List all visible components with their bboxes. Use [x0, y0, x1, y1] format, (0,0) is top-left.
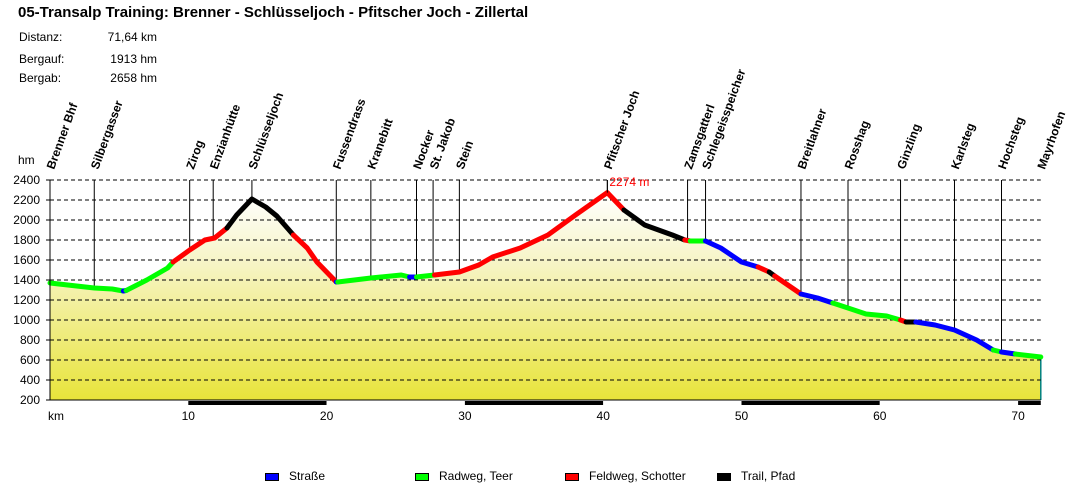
- waypoint-label: Stein: [453, 139, 476, 171]
- waypoint-label: Hochsteg: [995, 115, 1027, 171]
- x-tick-label: 20: [320, 409, 334, 423]
- surface-segment: [123, 259, 176, 293]
- waypoint-label: Mayrhofen: [1034, 109, 1068, 171]
- y-tick-label: 2200: [13, 193, 40, 207]
- legend-item-radweg: Radweg, Teer: [415, 469, 513, 483]
- legend-item-feldweg: Feldweg, Schotter: [565, 469, 686, 483]
- x-scale-bar: [741, 401, 880, 405]
- x-scale-bar: [50, 401, 189, 405]
- legend-swatch-green: [415, 472, 429, 481]
- surface-segment: [47, 280, 126, 294]
- stat-ascent: Bergauf: 1913 hm: [19, 52, 157, 66]
- x-scale-bar: [603, 401, 742, 405]
- waypoint-label: Pfitscher Joch: [601, 89, 642, 172]
- chart-title: 05-Transalp Training: Brenner - Schlüsse…: [18, 4, 529, 21]
- x-scale-bar: [464, 401, 604, 405]
- waypoint-label: Rosshag: [842, 119, 872, 171]
- y-tick-label: 1800: [13, 233, 40, 247]
- surface-segment: [830, 300, 903, 323]
- surface-segment: [798, 291, 836, 306]
- waypoint-label: Ginzling: [894, 122, 923, 171]
- y-tick-label: 200: [20, 393, 40, 407]
- stat-distance: Distanz: 71,64 km: [19, 30, 157, 44]
- y-tick-label: 1600: [13, 253, 40, 267]
- x-tick-label: 40: [597, 409, 611, 423]
- surface-segment: [432, 190, 627, 278]
- x-scale-bar: [326, 401, 465, 405]
- legend-swatch-black: [717, 472, 731, 481]
- surface-segment: [913, 319, 996, 353]
- waypoint-label: Kranebitt: [365, 117, 396, 171]
- y-tick-label: 1400: [13, 273, 40, 287]
- surface-segment: [290, 232, 339, 285]
- x-tick-label: 70: [1011, 409, 1025, 423]
- legend-item-trail: Trail, Pfad: [717, 469, 795, 483]
- surface-segment: [772, 273, 804, 297]
- x-tick-label: 30: [458, 409, 472, 423]
- stat-descent: Bergab: 2658 hm: [19, 71, 157, 85]
- surface-segment: [621, 207, 688, 243]
- legend-swatch-blue: [265, 472, 279, 481]
- axes: 200 400 600 800 1000 1200 1400 1600 1800 2000 2200…: [13, 153, 1041, 423]
- x-scale-bar: [188, 401, 327, 405]
- surface-segment: [170, 225, 230, 265]
- y-tick-label: 800: [20, 333, 40, 347]
- surface-segment: [414, 272, 437, 280]
- surface-segment: [335, 272, 413, 285]
- waypoint-label: Silbergasser: [88, 98, 126, 171]
- y-axis-label: hm: [18, 153, 35, 167]
- y-tick-label: 1000: [13, 313, 40, 327]
- elevation-line: 2274 m: [47, 175, 1044, 360]
- waypoint-label: Breitlahner: [795, 106, 830, 171]
- waypoint-label: Fussendrass: [330, 96, 369, 171]
- surface-segment: [703, 238, 761, 270]
- y-tick-label: 1200: [13, 293, 40, 307]
- elevation-fill: [50, 192, 1041, 400]
- waypoint-label: Karlsteg: [948, 121, 978, 171]
- legend-item-strasse: Straße: [265, 469, 325, 483]
- waypoint-label: Zirog: [183, 138, 206, 171]
- y-tick-label: 400: [20, 373, 40, 387]
- y-tick-label: 2000: [13, 213, 40, 227]
- legend-swatch-red: [565, 472, 579, 481]
- x-tick-label: 50: [735, 409, 749, 423]
- surface-segment: [1012, 351, 1044, 360]
- x-tick-label: 60: [873, 409, 887, 423]
- peak-elevation-label: 2274 m: [609, 175, 649, 189]
- waypoint-label: Enzianhütte: [207, 102, 244, 171]
- x-scale-bar: [1018, 401, 1041, 405]
- x-scale-bar: [879, 401, 1019, 405]
- x-axis-label: km: [48, 409, 64, 423]
- waypoint-label: Brenner Bhf: [44, 100, 81, 171]
- y-tick-label: 600: [20, 353, 40, 367]
- elevation-area: [50, 192, 1042, 400]
- waypoint-label: Schlüsseljoch: [246, 90, 287, 171]
- surface-segment: [224, 196, 296, 238]
- x-tick-label: 10: [182, 409, 196, 423]
- y-tick-label: 2400: [13, 173, 40, 187]
